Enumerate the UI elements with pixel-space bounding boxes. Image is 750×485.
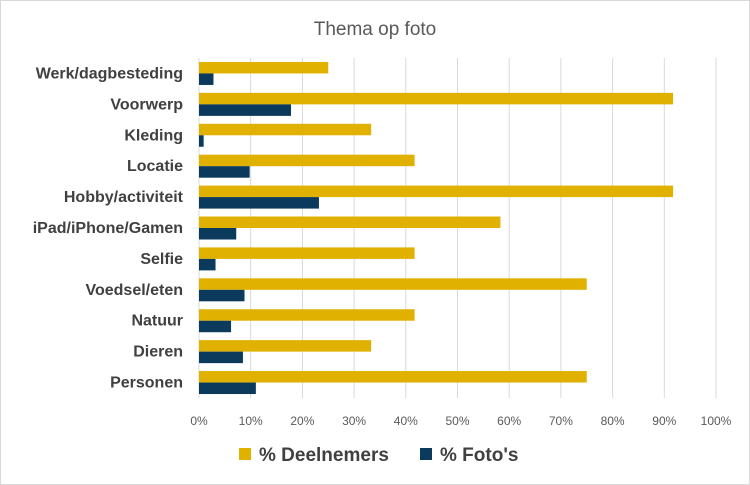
category-label: Kleding [124,127,183,144]
x-tick-label: 100% [701,414,732,428]
x-tick-label: 60% [497,414,521,428]
category-label: Selfie [140,251,183,268]
x-axis-tick-labels: 0% 10% 20% 30% 40% 50% 60% 70% 80% 90% 100% [190,414,731,428]
bar-deelnemers [199,371,587,383]
bar-fotos [199,351,243,364]
category-label: iPad/iPhone/Gamen [33,220,183,237]
x-tick-label: 40% [394,414,418,428]
bar-deelnemers [199,61,329,74]
category-label: Personen [110,375,183,392]
bar-deelnemers [199,247,415,259]
bar-fotos [199,73,214,85]
x-tick-label: 90% [652,414,676,428]
bars [199,61,674,395]
chart-title: Thema op foto [314,19,437,40]
category-label: Voedsel/eten [85,282,183,299]
bar-deelnemers [199,154,415,167]
x-tick-label: 10% [239,414,263,428]
bar-deelnemers [199,123,372,136]
x-tick-label: 30% [342,414,366,428]
legend-swatch [420,448,432,460]
bar-fotos [199,135,204,147]
bar-deelnemers [199,216,501,228]
category-label: Hobby/activiteit [64,189,184,206]
bar-deelnemers [199,278,587,290]
bar-fotos [199,166,250,178]
bar-fotos [199,320,232,333]
category-label: Dieren [133,344,183,361]
bar-fotos [199,104,292,116]
category-label: Voorwerp [110,96,183,113]
x-tick-label: 50% [445,414,469,428]
bar-fotos [199,258,216,271]
bar-fotos [199,289,245,302]
bar-deelnemers [199,309,415,321]
bar-deelnemers [199,92,674,105]
x-tick-label: 80% [601,414,625,428]
category-label: Locatie [127,158,183,175]
bar-deelnemers [199,185,674,198]
x-tick-label: 70% [549,414,573,428]
bar-deelnemers [199,340,372,352]
y-axis-category-labels: Werk/dagbesteding Voorwerp Kleding Locatie H… [33,65,184,391]
legend-label: % Foto's [440,445,518,466]
legend-swatch [239,448,251,460]
category-label: Werk/dagbesteding [36,65,183,82]
bar-fotos [199,382,256,395]
x-tick-label: 20% [290,414,314,428]
category-label: Natuur [131,313,183,330]
legend-label: % Deelnemers [259,445,389,466]
legend: % Deelnemers % Foto's [239,445,518,466]
bar-fotos [199,228,237,240]
bar-fotos [199,197,319,209]
x-tick-label: 0% [190,414,208,428]
